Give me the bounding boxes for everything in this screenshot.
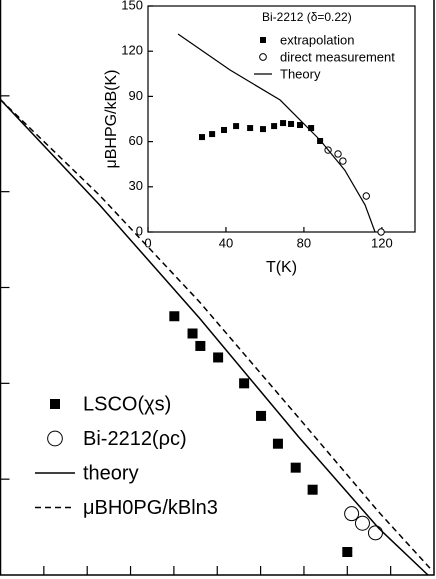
square-point [169,311,180,322]
legend-swatch [259,53,267,61]
legend-label: direct measurement [280,49,395,64]
circle-point [367,525,383,541]
square-point [307,484,318,495]
circle-point [362,192,370,200]
circle-point [354,515,370,531]
y-tick-label: 120 [121,43,143,58]
legend-label: μBH0PG/kBln3 [83,497,218,519]
curve [0,99,429,576]
curve [0,99,433,571]
legend-label: extrapolation [280,32,354,47]
circle-point [334,150,342,158]
x-tick-label: 40 [219,235,233,250]
square-point [233,123,240,130]
circle-point [339,157,347,165]
square-point [195,340,206,351]
square-point [256,410,267,421]
square-point [259,126,266,133]
circle-point [344,506,360,522]
y-tick-label: 90 [129,88,143,103]
square-point [280,120,287,127]
square-point [290,462,301,473]
legend-swatch [50,399,60,409]
y-tick-label: 60 [129,133,143,148]
square-point [198,134,205,141]
legend-label: LSCO(χs) [83,393,171,415]
square-point [213,352,224,363]
curve [177,33,376,233]
y-tick-label: 150 [121,0,143,12]
square-point [272,438,283,449]
square-point [288,120,295,127]
legend-label: theory [83,462,139,484]
legend-label: Theory [280,66,321,81]
square-point [247,125,254,132]
x-tick-label: 0 [144,235,151,250]
y-tick-label: 30 [129,178,143,193]
x-tick-label: 80 [297,235,311,250]
y-axis-label: μBHPG/kB(K) [103,69,120,168]
square-point [308,125,315,132]
circle-point [377,228,385,236]
legend-label: Bi-2212(ρc) [83,428,187,450]
square-point [239,378,250,389]
square-point [209,131,216,138]
legend-swatch [47,430,63,447]
square-point [221,126,228,133]
legend-title: Bi-2212 (δ=0.22) [262,10,352,24]
y-tick-label: 0 [136,223,143,238]
legend-swatch [260,37,266,43]
square-point [271,123,278,130]
square-point [297,122,304,129]
x-axis-label: T(K) [266,259,297,276]
square-point [187,328,198,339]
x-tick-label: 120 [371,235,393,250]
square-point [342,547,353,557]
